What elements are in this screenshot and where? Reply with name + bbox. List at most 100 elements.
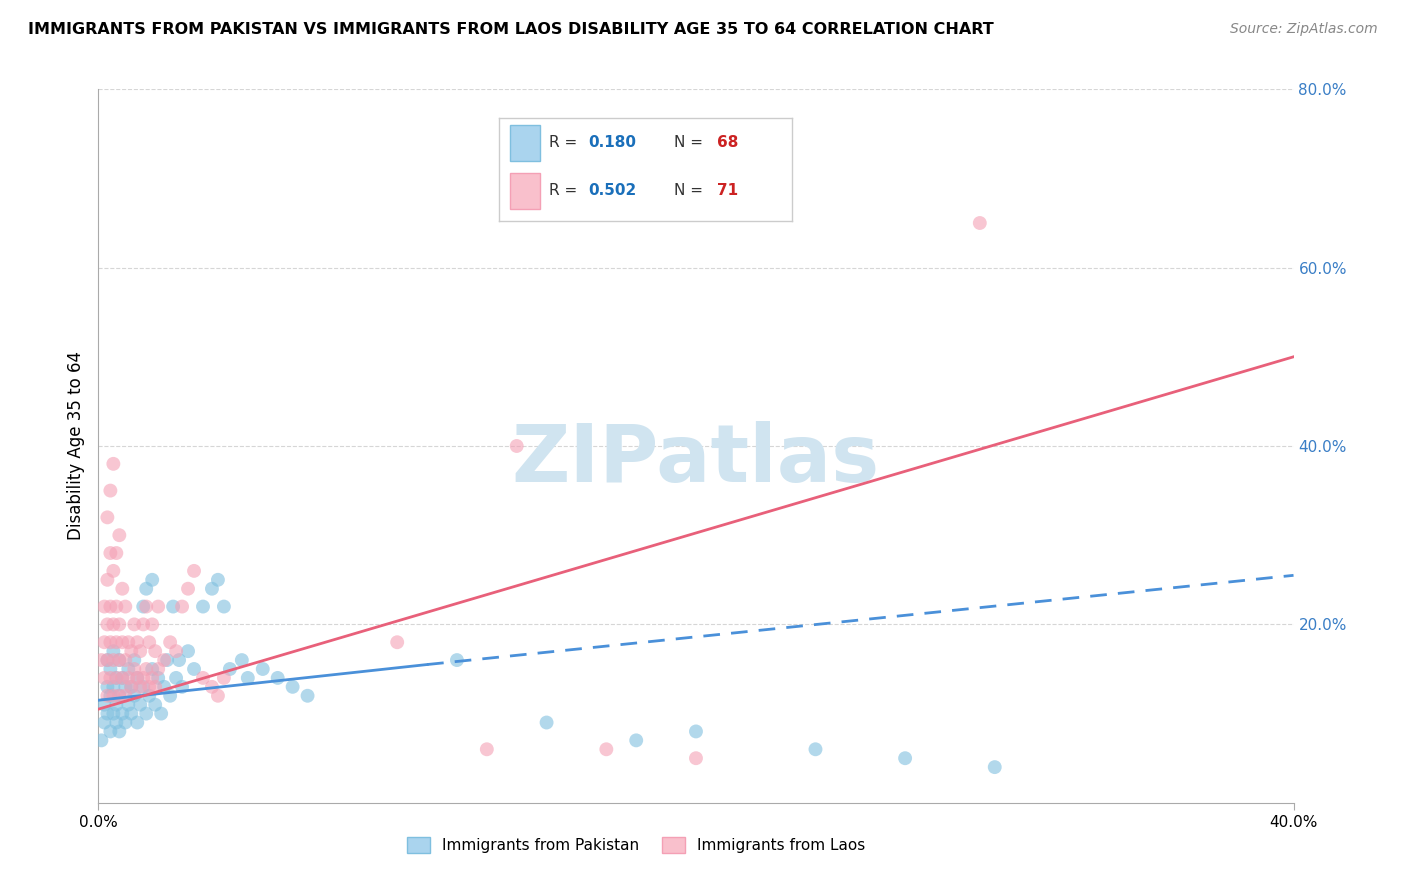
Point: [191, 671, 214, 685]
Point: [114, 715, 136, 730]
Point: [93, 599, 115, 614]
Point: [117, 635, 139, 649]
Point: [124, 653, 146, 667]
Point: [117, 662, 139, 676]
Point: [148, 662, 170, 676]
Point: [103, 653, 125, 667]
Point: [93, 635, 115, 649]
Point: [297, 689, 319, 703]
Legend: Immigrants from Pakistan, Immigrants from Laos: Immigrants from Pakistan, Immigrants fro…: [401, 831, 872, 859]
Point: [446, 653, 468, 667]
Point: [108, 689, 131, 703]
Point: [201, 582, 224, 596]
Point: [98, 689, 122, 703]
Point: [153, 680, 176, 694]
Point: [111, 671, 134, 685]
Point: [135, 662, 157, 676]
Point: [120, 680, 142, 694]
Point: [105, 599, 128, 614]
Point: [105, 635, 128, 649]
Point: [132, 617, 155, 632]
Point: [595, 742, 617, 756]
Point: [127, 671, 149, 685]
Point: [114, 689, 136, 703]
Point: [138, 689, 160, 703]
Point: [385, 635, 409, 649]
Point: [98, 546, 122, 560]
Point: [172, 599, 194, 614]
Point: [114, 680, 136, 694]
Point: [156, 653, 179, 667]
Point: [90, 733, 112, 747]
Point: [114, 653, 136, 667]
Point: [219, 662, 242, 676]
Point: [111, 582, 134, 596]
Text: IMMIGRANTS FROM PAKISTAN VS IMMIGRANTS FROM LAOS DISABILITY AGE 35 TO 64 CORRELA: IMMIGRANTS FROM PAKISTAN VS IMMIGRANTS F…: [28, 22, 994, 37]
Point: [98, 724, 122, 739]
Point: [98, 483, 122, 498]
Point: [159, 689, 181, 703]
Point: [626, 733, 648, 747]
Point: [267, 671, 290, 685]
Point: [281, 680, 304, 694]
Point: [111, 635, 134, 649]
Point: [105, 671, 128, 685]
Point: [138, 680, 160, 694]
Y-axis label: Disability Age 35 to 64: Disability Age 35 to 64: [66, 351, 84, 541]
Text: Source: ZipAtlas.com: Source: ZipAtlas.com: [1230, 22, 1378, 37]
Point: [685, 751, 707, 765]
Point: [111, 671, 134, 685]
Point: [984, 760, 1007, 774]
Point: [141, 671, 163, 685]
Point: [207, 573, 229, 587]
Point: [183, 564, 205, 578]
Point: [969, 216, 991, 230]
Point: [536, 715, 558, 730]
Point: [183, 662, 205, 676]
Point: [894, 751, 917, 765]
Point: [103, 706, 125, 721]
Point: [165, 671, 187, 685]
Point: [177, 644, 200, 658]
Point: [135, 582, 157, 596]
Point: [148, 599, 170, 614]
Point: [108, 653, 131, 667]
Point: [177, 582, 200, 596]
Point: [159, 635, 181, 649]
Point: [167, 653, 190, 667]
Point: [108, 653, 131, 667]
Point: [129, 680, 152, 694]
Point: [132, 680, 155, 694]
Point: [98, 635, 122, 649]
Point: [96, 680, 118, 694]
Point: [129, 698, 152, 712]
Point: [98, 599, 122, 614]
Point: [132, 599, 155, 614]
Point: [108, 724, 131, 739]
Point: [148, 671, 170, 685]
Point: [93, 698, 115, 712]
Point: [105, 671, 128, 685]
Point: [108, 617, 131, 632]
Point: [108, 528, 131, 542]
Point: [212, 599, 235, 614]
Point: [105, 698, 128, 712]
Point: [103, 644, 125, 658]
Point: [201, 680, 224, 694]
Point: [475, 742, 498, 756]
Point: [103, 457, 125, 471]
Point: [93, 671, 115, 685]
Point: [162, 599, 184, 614]
Point: [127, 671, 149, 685]
Point: [117, 671, 139, 685]
Point: [103, 564, 125, 578]
Point: [96, 573, 118, 587]
Point: [120, 644, 142, 658]
Point: [506, 439, 529, 453]
Point: [207, 689, 229, 703]
Point: [96, 653, 118, 667]
Point: [127, 715, 149, 730]
Point: [124, 689, 146, 703]
Point: [236, 671, 259, 685]
Point: [111, 706, 134, 721]
